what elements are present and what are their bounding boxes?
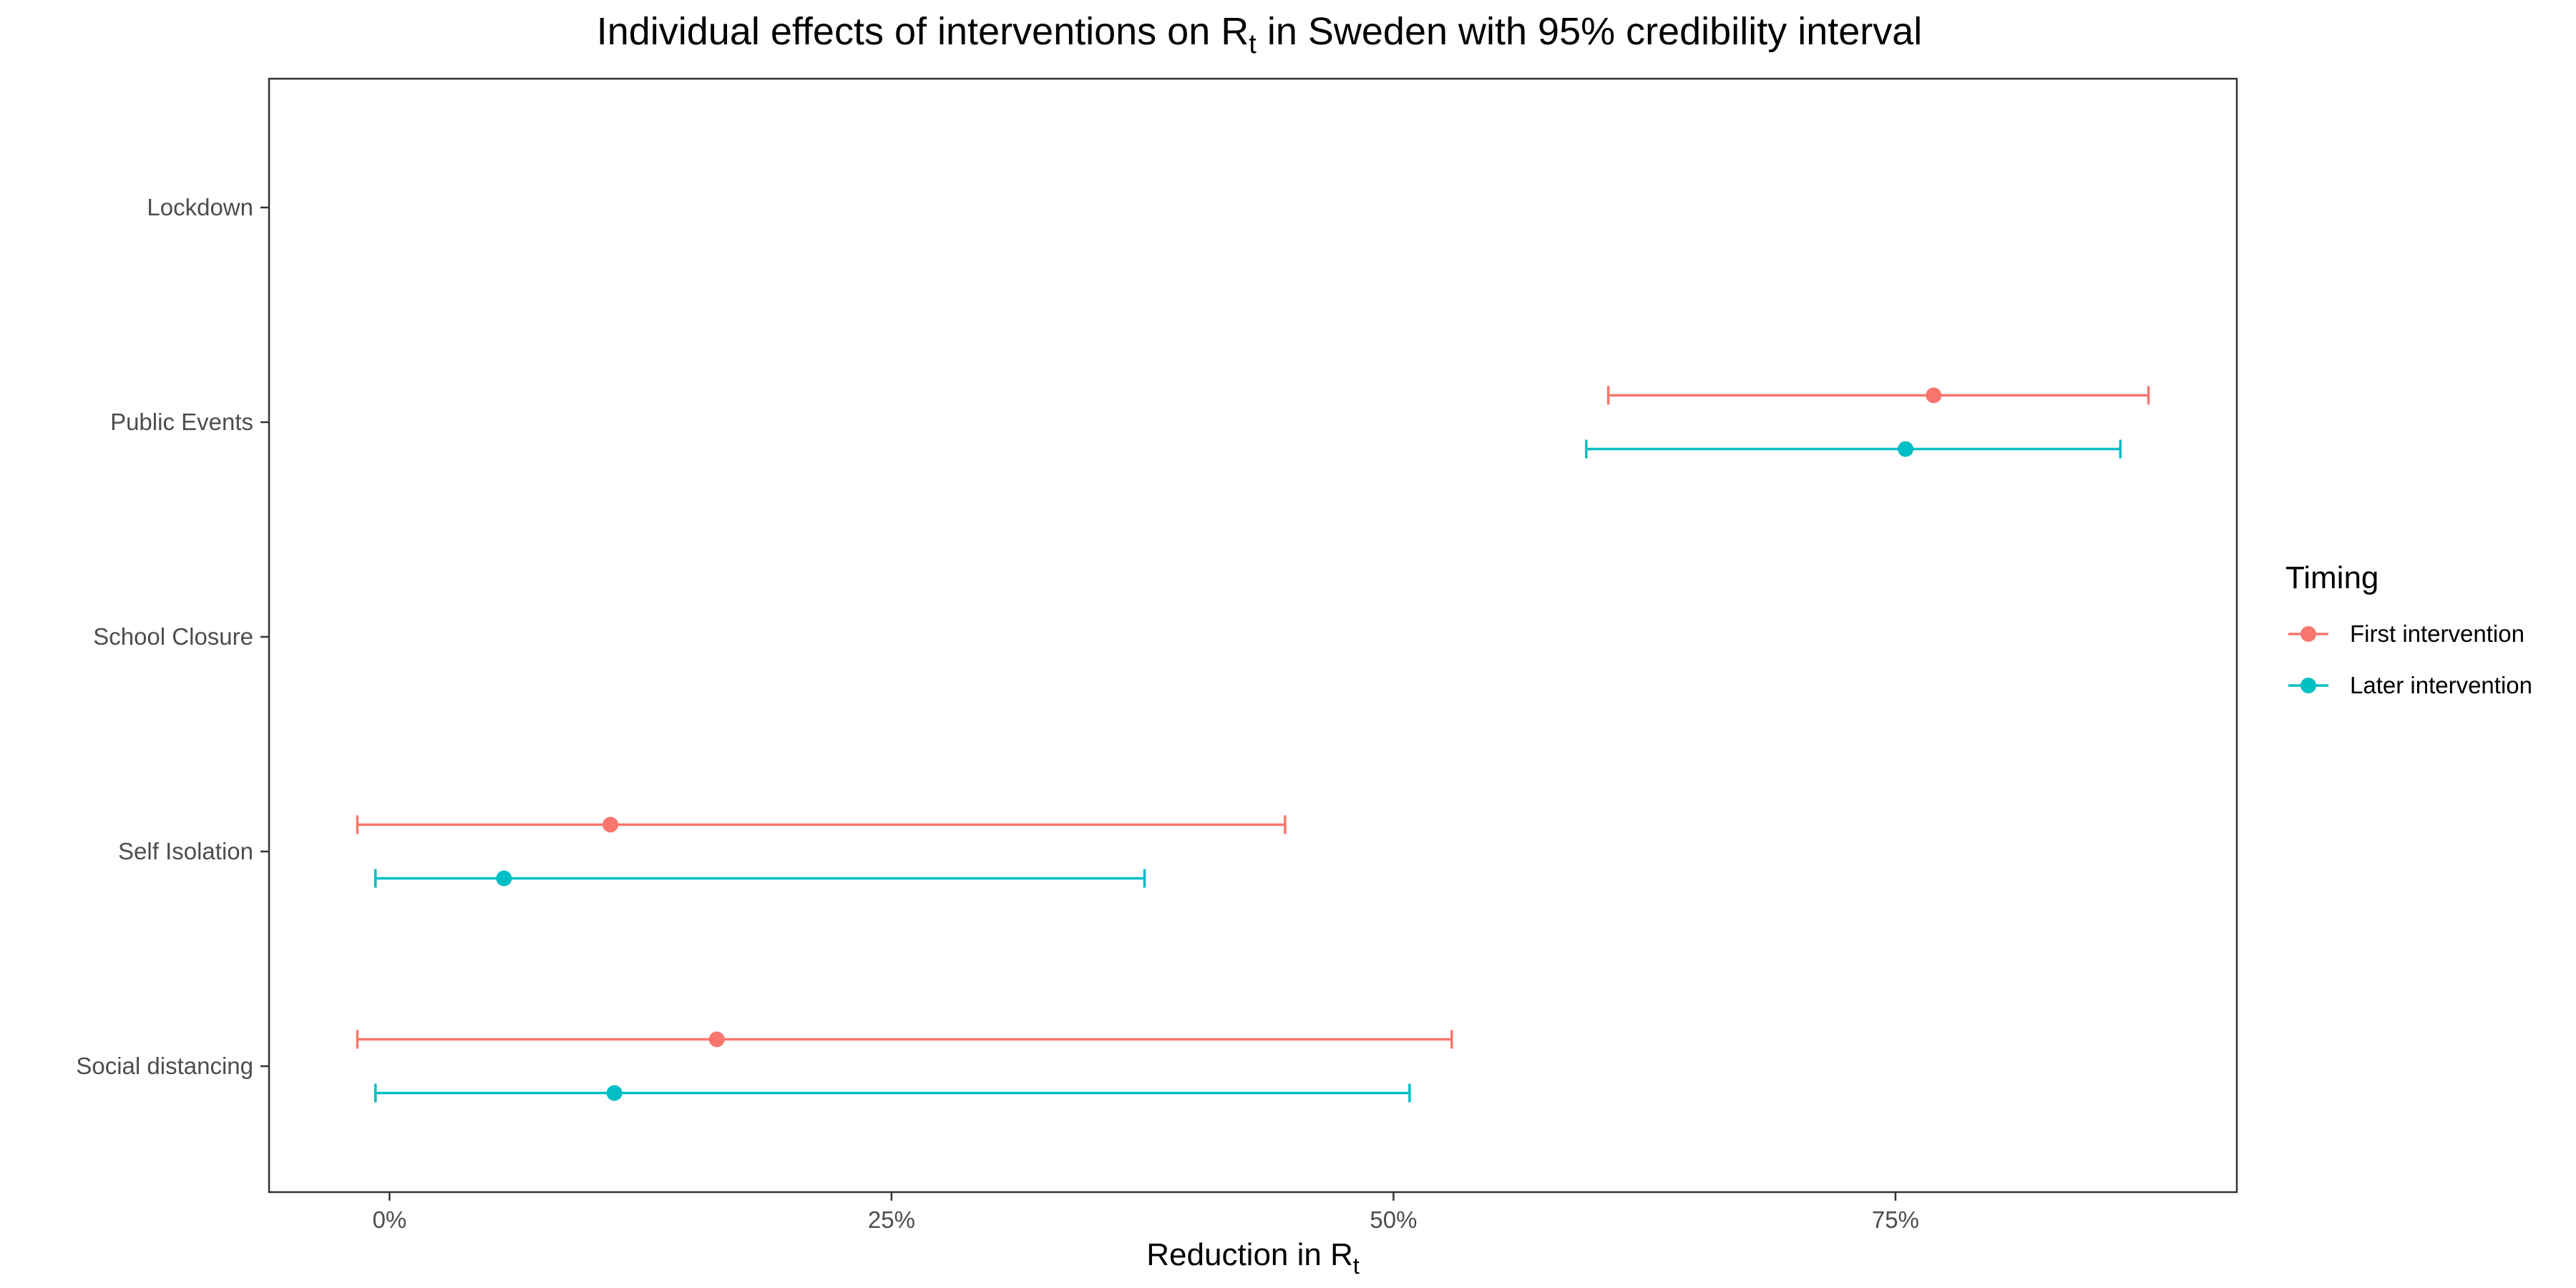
legend-label: First intervention: [2350, 620, 2524, 647]
errorbar-0: [1606, 386, 2150, 405]
y-axis: Lockdown Public Events School Closure Self …: [76, 194, 269, 1079]
mean-point: [708, 1031, 725, 1048]
y-tick-label: Public Events: [110, 409, 253, 435]
y-tick-label: School Closure: [93, 623, 253, 650]
title-prefix: Individual effects of interventions on: [597, 10, 1221, 53]
legend-label: Later intervention: [2350, 672, 2532, 698]
x-tick-label: 0%: [373, 1206, 407, 1233]
errorbar-1: [374, 1083, 1411, 1103]
title-var-sub: t: [1249, 29, 1257, 59]
title-country: Sweden: [1308, 10, 1448, 53]
y-tick-label: Self Isolation: [118, 838, 253, 864]
mean-point: [1926, 387, 1942, 404]
title-var: R: [1221, 10, 1249, 53]
x-tick-label: 25%: [868, 1206, 915, 1233]
mean-point: [1897, 441, 1913, 457]
legend-key-point: [2301, 678, 2316, 693]
x-axis-title: Reduction in Rt: [1146, 1237, 1360, 1279]
legend-title: Timing: [2285, 560, 2379, 595]
errorbar-0: [356, 1030, 1453, 1049]
mean-point: [602, 816, 619, 833]
x-axis-title-main: Reduction in R: [1146, 1237, 1353, 1272]
legend-items: First intervention Later intervention: [2288, 620, 2532, 698]
y-tick-label: Lockdown: [147, 194, 253, 220]
x-axis-title-sub: t: [1353, 1253, 1360, 1279]
x-tick-label: 50%: [1370, 1206, 1417, 1233]
plot-marks: [356, 386, 2150, 1103]
legend-key-point: [2301, 626, 2316, 642]
mean-point: [496, 870, 512, 887]
mean-point: [606, 1085, 623, 1101]
errorbar-0: [356, 815, 1287, 834]
y-tick-label: Social distancing: [76, 1053, 253, 1079]
title-suffix: with 95% credibility interval: [1448, 10, 1922, 53]
x-tick-label: 75%: [1872, 1206, 1919, 1233]
errorbar-1: [1585, 439, 2122, 459]
errorbar-1: [374, 869, 1146, 888]
legend-item: First intervention: [2288, 620, 2524, 647]
chart-title: Individual effects of interventions on R…: [597, 10, 1923, 59]
title-middle: in: [1257, 10, 1308, 53]
plot-panel: [268, 77, 2238, 1194]
legend-item: Later intervention: [2288, 672, 2532, 698]
legend: Timing First intervention Later intervent…: [2285, 560, 2532, 698]
x-axis: 0% 25% 50% 75%: [373, 1192, 1919, 1233]
